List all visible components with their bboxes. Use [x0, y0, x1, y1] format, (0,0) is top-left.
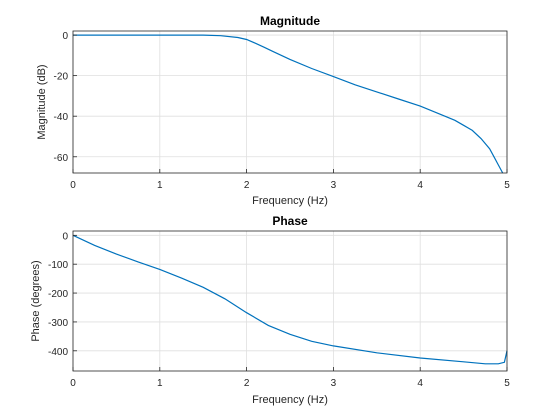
phase-xtick-label: 1: [157, 378, 163, 389]
magnitude-xtick-label: 4: [417, 180, 423, 191]
phase-axes-background: [73, 231, 507, 371]
magnitude-xtick-label: 0: [70, 180, 76, 191]
phase-xtick-label: 2: [244, 378, 250, 389]
phase-series-line: [72, 234, 508, 365]
phase-xtick-label: 3: [331, 378, 337, 389]
phase-ticks: 0 1 2 3 4 5 0 -100 -200 -300 -400: [48, 231, 510, 389]
magnitude-xtick-label: 1: [157, 180, 163, 191]
magnitude-xtick-label: 3: [331, 180, 337, 191]
phase-ytick-label: -300: [48, 318, 68, 329]
magnitude-ytick-label: -40: [54, 112, 69, 123]
phase-plot: 0 1 2 3 4 5 0 -100 -200 -300 -400 Phase Frequency …: [30, 214, 510, 406]
phase-xtick-label: 5: [504, 378, 510, 389]
phase-ytick-label: -100: [48, 260, 68, 271]
magnitude-ytick-label: -20: [54, 72, 69, 83]
magnitude-ytick-label: 0: [62, 31, 68, 42]
magnitude-title: Magnitude: [260, 14, 320, 28]
magnitude-axes-background: [73, 31, 507, 173]
magnitude-plot: 0 1 2 3 4 5 0 -20 -40 -60 Magnitude Frequency (Hz…: [36, 14, 510, 207]
magnitude-ytick-label: -60: [54, 153, 69, 164]
phase-axes-box: [72, 230, 508, 372]
phase-ytick-label: -200: [48, 289, 68, 300]
magnitude-xtick-label: 2: [244, 180, 250, 191]
phase-title: Phase: [272, 214, 308, 228]
phase-ytick-label: 0: [62, 231, 68, 242]
phase-ylabel: Phase (degrees): [30, 260, 42, 341]
phase-xtick-label: 4: [417, 378, 423, 389]
magnitude-axes-box: [72, 30, 508, 174]
phase-xtick-label: 0: [70, 378, 76, 389]
magnitude-xlabel: Frequency (Hz): [252, 195, 328, 207]
magnitude-ylabel: Magnitude (dB): [36, 64, 48, 139]
phase-ytick-label: -400: [48, 347, 68, 358]
magnitude-ticks: 0 1 2 3 4 5 0 -20 -40 -60: [54, 31, 511, 191]
magnitude-xtick-label: 5: [504, 180, 510, 191]
magnitude-series-line: [73, 34, 504, 174]
phase-xlabel: Frequency (Hz): [252, 394, 328, 406]
